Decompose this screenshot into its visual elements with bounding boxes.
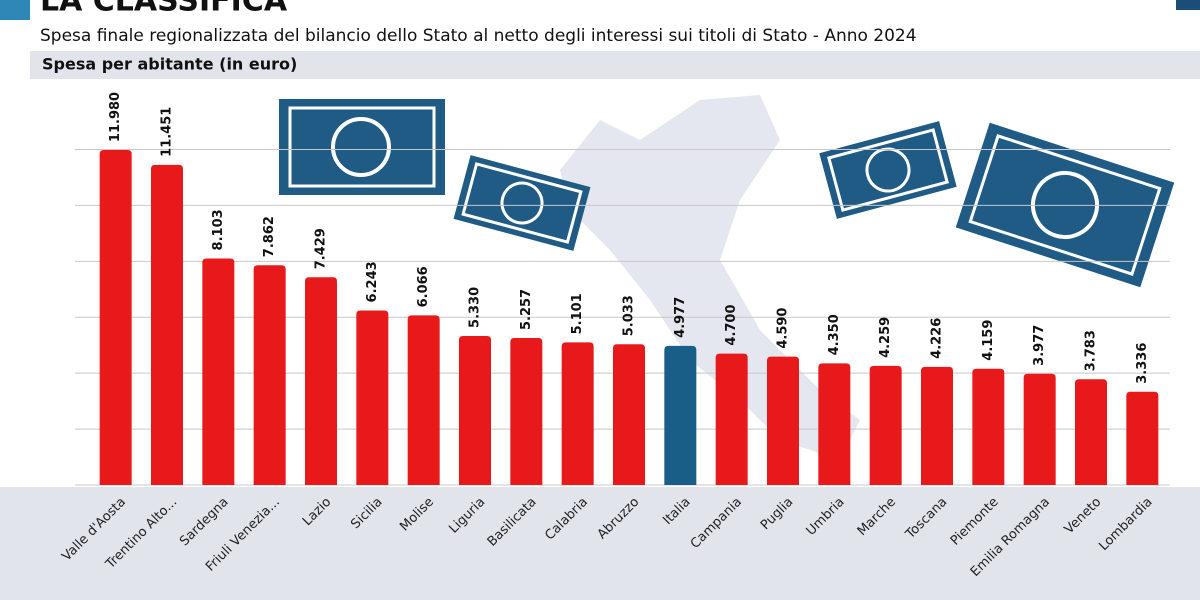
value-label: 5.101 (570, 293, 585, 334)
value-label: 5.033 (622, 295, 637, 336)
chart-title: LA CLASSIFICA (40, 0, 288, 19)
banknote (279, 99, 445, 195)
corner-block (0, 0, 30, 20)
bar (253, 265, 286, 485)
value-label: 8.103 (211, 209, 226, 250)
bar (407, 315, 440, 485)
value-label: 4.590 (776, 308, 791, 349)
value-label: 11.980 (108, 92, 123, 142)
value-label: 4.350 (827, 314, 842, 355)
value-label: 3.977 (1032, 325, 1047, 366)
bar (921, 366, 953, 485)
banknote (819, 121, 957, 219)
value-label: 7.429 (314, 228, 329, 269)
bar (1075, 379, 1107, 485)
value-label: 6.243 (365, 261, 380, 302)
bar (459, 335, 491, 485)
value-label: 5.257 (519, 289, 534, 330)
bar (869, 365, 902, 485)
value-label: 4.226 (930, 318, 945, 359)
bar (818, 363, 851, 485)
value-label: 11.451 (160, 107, 175, 157)
value-label: 4.259 (878, 317, 893, 358)
value-label: 3.336 (1135, 343, 1150, 384)
value-label: 4.159 (981, 320, 996, 361)
logo (1176, 0, 1200, 10)
value-label: 6.066 (416, 266, 431, 307)
bar (972, 368, 1005, 485)
bar (356, 310, 389, 485)
bar (613, 344, 645, 485)
bar (715, 353, 748, 485)
value-label: 4.977 (673, 297, 688, 338)
bar (510, 338, 543, 485)
chart-subtitle: Spesa finale regionalizzata del bilancio… (40, 26, 917, 46)
category-band (0, 487, 1200, 600)
bar (305, 277, 337, 485)
bar (1023, 373, 1056, 485)
banknote (453, 155, 591, 251)
y-axis-label: Spesa per abitante (in euro) (42, 55, 297, 74)
bar (99, 150, 132, 485)
bar (664, 345, 697, 485)
value-label: 4.700 (724, 304, 739, 345)
label-band (30, 51, 1200, 79)
bar (767, 356, 799, 485)
bar (561, 342, 594, 485)
value-label: 5.330 (468, 287, 483, 328)
value-label: 7.862 (262, 216, 277, 257)
bar (1126, 391, 1159, 485)
value-label: 3.783 (1084, 330, 1099, 371)
bar (202, 258, 235, 485)
bar (151, 164, 183, 485)
